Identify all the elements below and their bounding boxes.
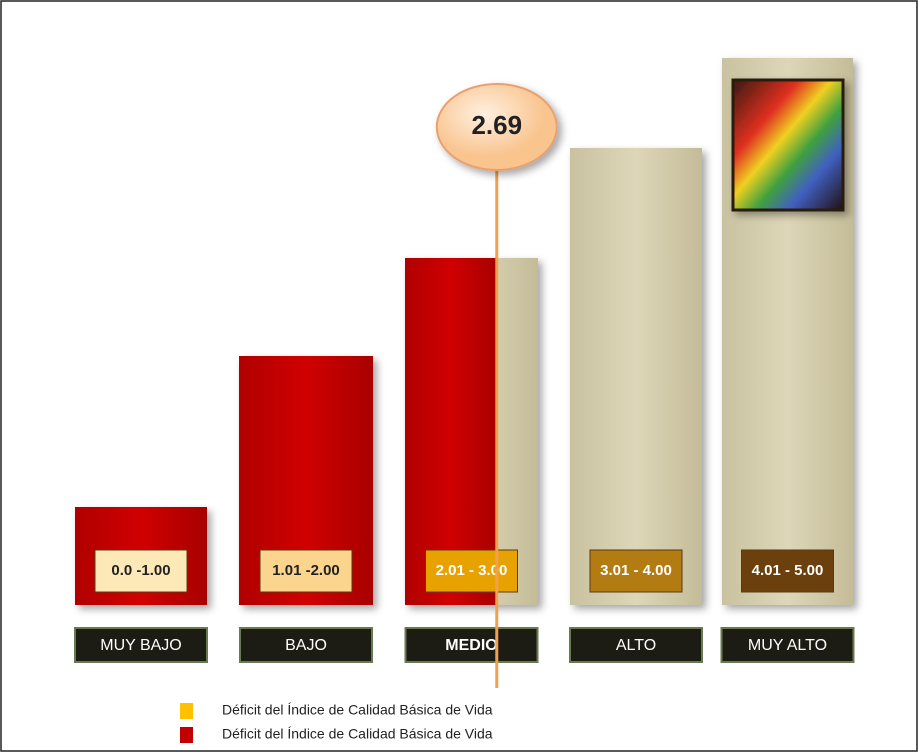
range-label: 2.01 - 3.00 [436,562,508,579]
category-box [239,627,373,663]
category-box [404,627,539,663]
legend-swatch [180,703,193,719]
range-label: 3.01 - 4.00 [600,562,672,579]
category-label: MUY BAJO [100,637,182,654]
range-label: 1.01 -2.00 [272,562,340,579]
legend-swatch [180,727,193,743]
range-box [259,549,353,593]
category-label: ALTO [616,637,656,654]
category-box [720,627,855,663]
picture [731,78,845,212]
legend-label: Déficit del Índice de Calidad Básica de … [222,726,493,742]
bar [570,148,702,605]
range-box [589,549,683,593]
category-box [569,627,703,663]
category-label: MEDIO [445,637,497,654]
category-box [74,627,208,663]
marker-bubble [435,83,558,171]
category-label: BAJO [285,637,327,654]
bar-fill [405,258,497,605]
marker-label: 2.69 [471,110,522,140]
category-label: MUY ALTO [748,637,827,654]
range-label: 0.0 -1.00 [111,562,170,579]
range-box [94,549,188,593]
range-label: 4.01 - 5.00 [752,562,824,579]
range-box [425,549,518,593]
legend-label: Déficit del Índice de Calidad Básica de … [222,702,493,718]
range-box [741,549,834,593]
